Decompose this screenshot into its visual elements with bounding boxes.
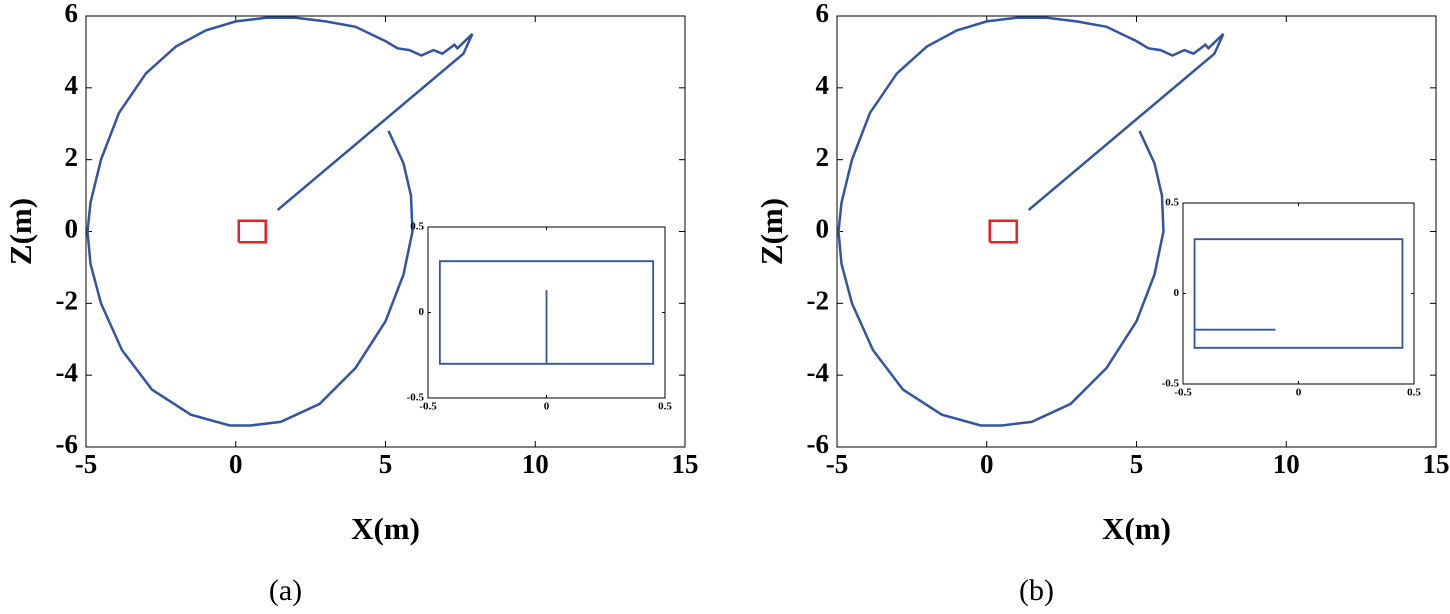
- x-tick-label: 0: [229, 449, 243, 479]
- y-axis-label: Z(m): [3, 198, 38, 265]
- y-tick-label: -4: [56, 357, 79, 387]
- y-tick-label: 0.5: [1165, 197, 1179, 209]
- x-tick-label: 15: [1423, 449, 1450, 479]
- x-tick-label: -5: [826, 449, 849, 479]
- y-tick-label: -0.5: [407, 392, 425, 404]
- trajectory: [86, 16, 474, 427]
- y-tick-label: 0: [816, 214, 830, 244]
- x-axis-label: X(m): [351, 511, 420, 546]
- y-tick-label: 6: [816, 0, 830, 28]
- y-tick-label: -2: [807, 286, 830, 316]
- x-tick-label: -5: [75, 449, 98, 479]
- x-tick-label: 0.5: [658, 401, 672, 413]
- trajectory: [237, 219, 267, 244]
- x-tick-label: -0.5: [1174, 387, 1192, 399]
- x-tick-label: 0: [980, 449, 994, 479]
- y-tick-label: 2: [816, 142, 830, 172]
- y-tick-label: 4: [65, 70, 79, 100]
- x-tick-label: 5: [379, 449, 393, 479]
- y-tick-label: -2: [56, 286, 79, 316]
- y-tick-label: 4: [816, 70, 830, 100]
- y-tick-label: -6: [807, 429, 830, 459]
- x-axis-label: X(m): [1102, 511, 1171, 546]
- y-tick-label: 0: [65, 214, 79, 244]
- y-tick-label: 0.5: [410, 221, 424, 233]
- x-tick-label: -0.5: [419, 401, 437, 413]
- x-tick-label: 15: [672, 449, 699, 479]
- y-tick-label: -6: [56, 429, 79, 459]
- trajectory: [1193, 238, 1404, 349]
- trajectory: [988, 219, 1018, 244]
- y-tick-label: 2: [65, 142, 79, 172]
- y-tick-label: 0: [419, 306, 425, 318]
- trajectory: [837, 16, 1225, 427]
- x-tick-label: 0: [544, 401, 550, 413]
- inset-frame: [1182, 202, 1415, 385]
- y-axis-label: Z(m): [754, 198, 789, 265]
- x-tick-label: 0: [1296, 387, 1302, 399]
- y-tick-label: -4: [807, 357, 830, 387]
- y-tick-label: -0.5: [1162, 378, 1180, 390]
- y-tick-label: 6: [65, 0, 79, 28]
- x-tick-label: 10: [522, 449, 549, 479]
- y-tick-label: 0: [1174, 287, 1180, 299]
- x-tick-label: 0.5: [1407, 387, 1421, 399]
- x-tick-label: 10: [1273, 449, 1300, 479]
- x-tick-label: 5: [1130, 449, 1144, 479]
- trajectory: [438, 260, 655, 365]
- caption: (a): [269, 574, 302, 607]
- caption: (b): [1019, 574, 1054, 607]
